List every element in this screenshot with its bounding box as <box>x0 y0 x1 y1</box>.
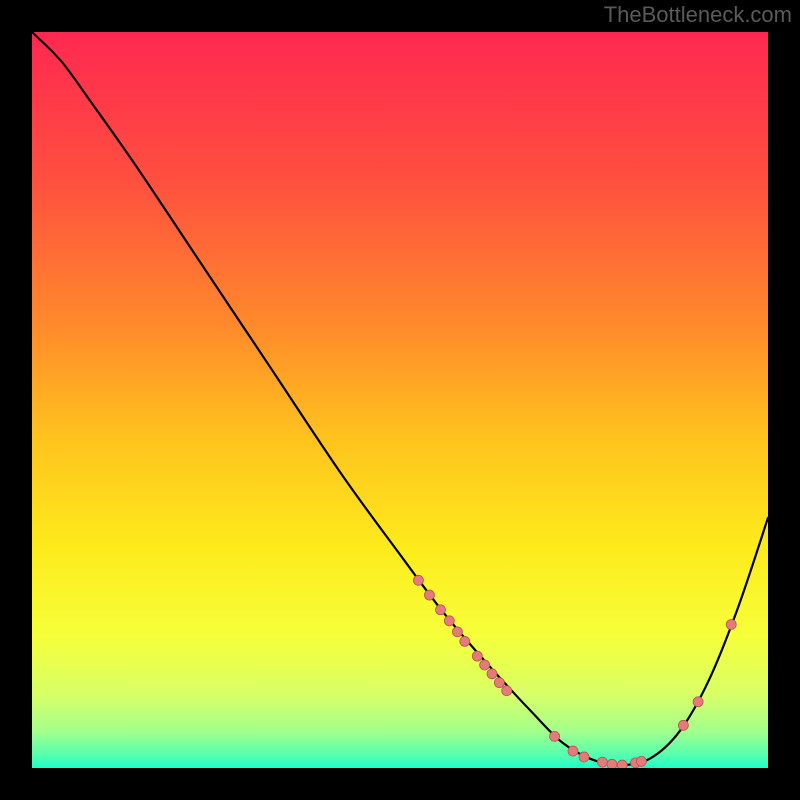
plot-area <box>32 32 768 768</box>
data-marker <box>494 678 504 688</box>
data-marker <box>424 590 434 600</box>
data-marker <box>444 616 454 626</box>
data-marker <box>502 686 512 696</box>
gradient-background <box>32 32 768 768</box>
data-marker <box>452 627 462 637</box>
data-marker <box>472 651 482 661</box>
watermark-text: TheBottleneck.com <box>604 2 792 28</box>
data-marker <box>460 636 470 646</box>
data-marker <box>413 575 423 585</box>
data-marker <box>678 720 688 730</box>
data-marker <box>617 760 627 768</box>
data-marker <box>579 752 589 762</box>
data-marker <box>568 746 578 756</box>
data-marker <box>480 660 490 670</box>
data-marker <box>550 731 560 741</box>
chart-container: TheBottleneck.com <box>0 0 800 800</box>
data-marker <box>487 669 497 679</box>
data-marker <box>693 697 703 707</box>
data-marker <box>597 757 607 767</box>
data-marker <box>726 619 736 629</box>
data-marker <box>435 605 445 615</box>
data-marker <box>607 759 617 768</box>
data-marker <box>636 756 646 766</box>
chart-svg <box>32 32 768 768</box>
